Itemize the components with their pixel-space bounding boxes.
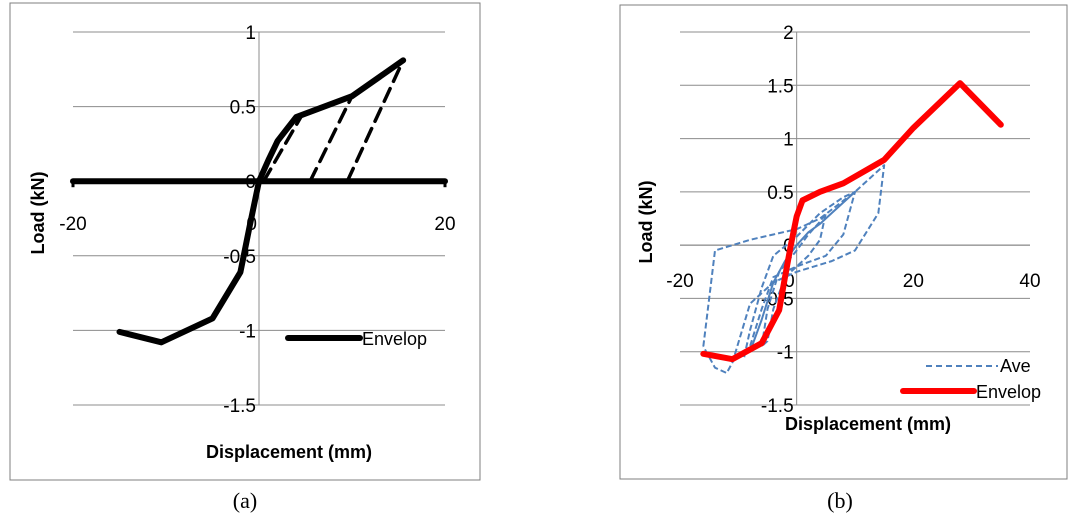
- chart-a-ylabel: Load (kN): [28, 171, 48, 254]
- chart-a-xtick-label: 20: [434, 214, 455, 235]
- chart-a-series-line-3: [308, 94, 354, 183]
- chart-a-legend: Envelop: [285, 329, 427, 349]
- chart-a-ytick-label: 0.5: [230, 98, 256, 119]
- chart-b-legend-label-ave: Ave: [1000, 356, 1031, 376]
- chart-b-series-ave-loop-2: [702, 164, 886, 375]
- chart-a-series-line-4: [345, 58, 405, 183]
- chart-b-ytick-label: -1.5: [761, 396, 794, 417]
- caption-a: (a): [233, 488, 257, 513]
- chart-a-ytick-label: 1: [245, 23, 256, 44]
- caption-b: (b): [827, 488, 853, 513]
- chart-a-legend-label-envelop: Envelop: [362, 329, 427, 349]
- chart-b-series-envelop: [700, 80, 1004, 363]
- chart-b-legend: Ave Envelop: [900, 356, 1041, 402]
- chart-b-xtick-label: 0: [784, 271, 795, 292]
- chart-b-ytick-label: 2: [783, 23, 794, 44]
- chart-b-xtick-label: 20: [903, 271, 924, 292]
- chart-a-xlabel: Displacement (mm): [206, 442, 372, 462]
- chart-b-ytick-label: 0.5: [767, 183, 793, 204]
- chart-b-xtick-label: -20: [666, 271, 693, 292]
- chart-a-series-line-2: [261, 115, 303, 183]
- chart-b-series-line-1: [749, 190, 856, 353]
- chart-b-frame: [619, 4, 1068, 480]
- chart-b: 21.510.50-0.5-1-1.5-20 0 20 40 Load (kN) Di…: [619, 4, 1068, 480]
- chart-b-ytick-label: 1: [783, 130, 794, 151]
- chart-b-ylabel: Load (kN): [636, 180, 656, 263]
- chart-a-xtick-label: -20: [59, 214, 86, 235]
- chart-b-legend-label-envelop: Envelop: [976, 382, 1041, 402]
- chart-b-xlabel: Displacement (mm): [785, 414, 951, 434]
- chart-a-ytick-label: -1.5: [223, 396, 256, 417]
- chart-b-ytick-label: 1.5: [767, 76, 793, 97]
- chart-a: 10.50-0.5-1-1.5-20 0 20 Load (kN) Displace…: [9, 2, 481, 481]
- chart-a-ytick-label: -0.5: [223, 247, 256, 268]
- chart-b-series: [700, 80, 1004, 375]
- chart-b-xtick-label: 40: [1019, 271, 1040, 292]
- chart-a-series: [70, 57, 448, 346]
- chart-a-ytick-label: -1: [239, 321, 256, 342]
- chart-b-ytick-label: -1: [777, 343, 794, 364]
